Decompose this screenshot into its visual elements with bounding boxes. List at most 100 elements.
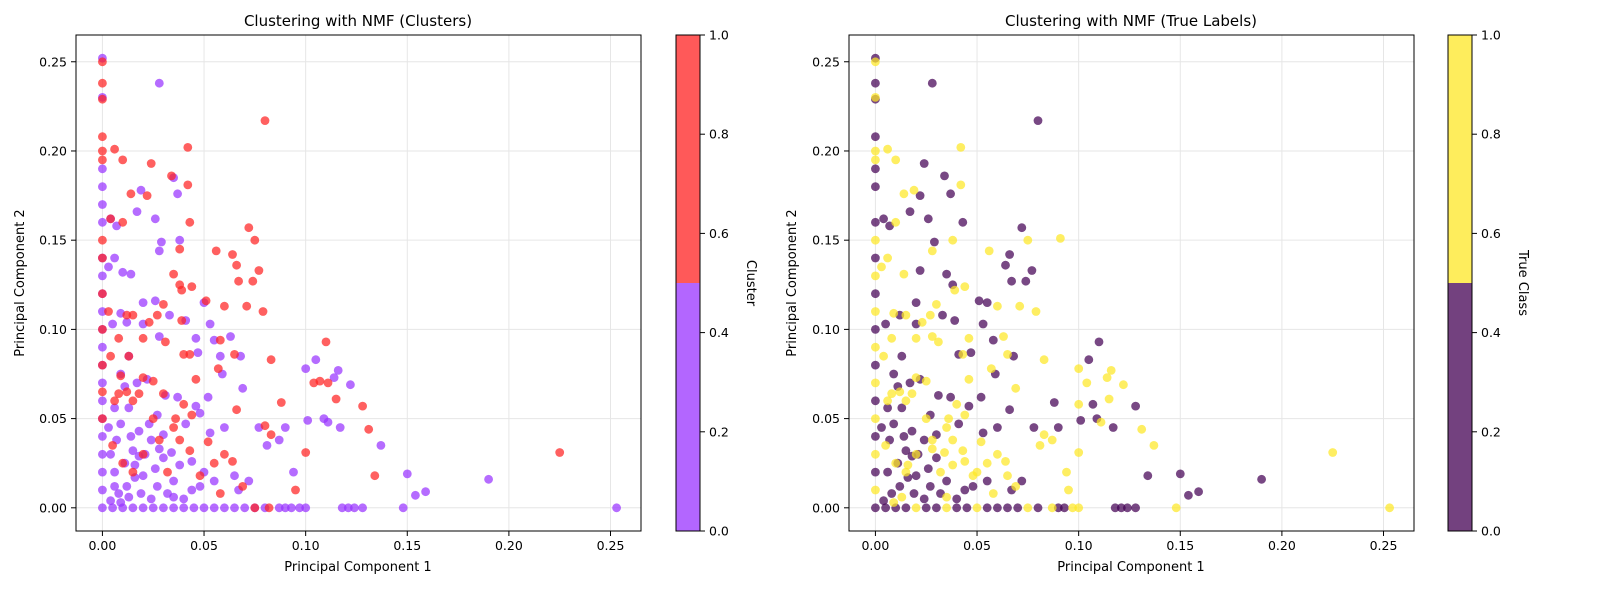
x-tick-label: 0.10	[292, 538, 320, 553]
data-point-class-0	[350, 503, 359, 513]
data-point-class-1	[972, 503, 982, 513]
data-point-class-1	[185, 350, 195, 359]
colorbar-tick-label: 0.0	[1481, 524, 1501, 539]
data-point-class-1	[1096, 417, 1106, 427]
colorbar-tick-label: 0.6	[709, 226, 729, 241]
data-point-class-1	[209, 458, 219, 468]
data-point-class-0	[150, 464, 160, 473]
data-point-class-0	[230, 471, 239, 481]
data-point-class-0	[871, 396, 880, 406]
data-point-class-1	[146, 159, 156, 168]
y-axis-label: Principal Component 2	[785, 209, 800, 356]
data-point-class-1	[1062, 467, 1071, 477]
data-point-class-1	[1001, 457, 1010, 466]
data-point-class-1	[555, 448, 565, 457]
data-point-class-1	[1074, 364, 1084, 373]
data-point-class-1	[911, 373, 921, 382]
data-point-class-1	[986, 364, 996, 373]
data-point-class-1	[163, 467, 172, 477]
data-point-class-0	[329, 373, 339, 382]
data-point-class-1	[124, 351, 134, 361]
data-point-class-0	[930, 237, 939, 247]
data-point-class-0	[982, 298, 992, 307]
data-point-class-1	[927, 332, 937, 341]
data-point-class-0	[187, 457, 197, 466]
data-point-class-0	[411, 490, 420, 500]
data-point-class-0	[333, 366, 343, 375]
data-point-class-1	[958, 446, 968, 456]
data-point-class-0	[1005, 405, 1014, 415]
colorbar-tick-label: 0.2	[709, 424, 729, 439]
data-point-class-0	[226, 332, 235, 341]
data-point-class-1	[98, 57, 107, 67]
y-tick-label: 0.00	[812, 500, 840, 515]
data-point-class-0	[901, 446, 911, 456]
data-point-class-0	[921, 503, 931, 513]
data-point-class-1	[185, 446, 195, 456]
data-point-class-1	[1385, 503, 1394, 513]
data-point-class-1	[213, 364, 223, 373]
data-point-class-0	[193, 348, 203, 357]
data-point-class-0	[923, 214, 933, 224]
data-point-class-0	[150, 214, 160, 224]
data-point-class-0	[106, 496, 115, 506]
data-point-class-0	[398, 503, 408, 513]
data-point-class-0	[915, 266, 925, 275]
data-point-class-0	[1017, 476, 1027, 486]
data-point-class-1	[960, 457, 970, 466]
data-point-class-0	[612, 503, 621, 513]
data-point-class-0	[905, 378, 915, 388]
data-point-class-0	[98, 342, 107, 352]
colorbar-tick-label: 0.8	[1481, 127, 1501, 142]
data-point-class-1	[993, 301, 1002, 311]
data-point-class-0	[1021, 276, 1031, 286]
plot-frame	[848, 34, 1415, 532]
data-point-class-1	[242, 301, 252, 311]
data-point-class-0	[114, 489, 124, 498]
data-point-class-1	[1149, 441, 1159, 450]
data-point-class-0	[976, 392, 986, 402]
data-point-class-0	[358, 503, 367, 513]
data-point-class-0	[887, 489, 897, 498]
data-point-class-1	[122, 387, 132, 397]
x-ticks: 0.00 0.05 0.10 0.15 0.20 0.25	[88, 531, 624, 553]
data-point-class-0	[901, 503, 911, 513]
data-point-class-0	[148, 503, 158, 513]
data-point-class-1	[238, 482, 248, 491]
data-point-class-1	[321, 337, 331, 347]
data-point-class-0	[238, 383, 248, 393]
data-point-class-0	[376, 441, 386, 450]
data-point-class-1	[264, 503, 274, 513]
data-point-class-0	[879, 214, 888, 224]
data-point-class-1	[128, 396, 138, 406]
data-point-class-0	[98, 485, 107, 495]
x-tick-label: 0.20	[495, 538, 523, 553]
grid	[76, 35, 641, 531]
data-point-class-1	[909, 185, 919, 195]
data-point-class-0	[110, 482, 119, 491]
data-point-class-0	[889, 419, 899, 429]
data-point-class-0	[879, 496, 888, 506]
y-ticks: 0.00 0.05 0.10 0.15 0.20 0.25	[812, 54, 849, 515]
x-tick-label: 0.00	[88, 538, 116, 553]
data-point-class-1	[883, 396, 892, 406]
data-point-class-1	[358, 401, 367, 411]
data-point-class-0	[1088, 399, 1098, 409]
data-point-class-0	[98, 164, 107, 174]
data-point-class-0	[122, 317, 132, 327]
data-point-class-1	[889, 498, 899, 507]
data-point-class-0	[871, 253, 880, 263]
data-point-class-0	[179, 503, 189, 513]
data-point-class-0	[189, 503, 199, 513]
data-point-class-1	[191, 374, 201, 384]
x-tick-label: 0.10	[1065, 538, 1093, 553]
data-point-class-0	[110, 403, 119, 413]
data-point-class-0	[220, 423, 229, 432]
data-point-class-0	[907, 426, 917, 436]
data-point-class-0	[167, 448, 176, 457]
data-point-class-0	[181, 419, 191, 429]
y-ticks: 0.00 0.05 0.10 0.15 0.20 0.25	[39, 54, 76, 515]
data-point-class-1	[879, 351, 888, 361]
data-point-class-0	[889, 369, 899, 379]
data-point-class-0	[952, 494, 962, 504]
